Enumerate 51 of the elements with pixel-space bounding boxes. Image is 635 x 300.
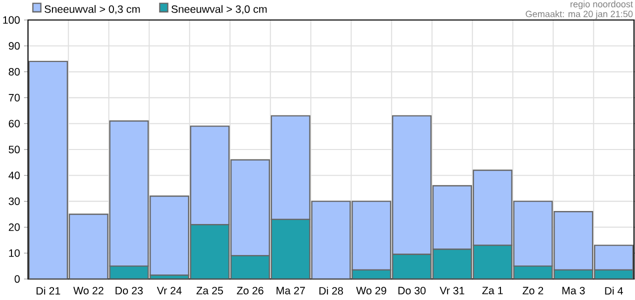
bar: [271, 219, 310, 279]
y-tick-label: 10: [9, 249, 20, 257]
legend-label: Sneeuwval > 3,0 cm: [171, 5, 267, 14]
x-tick-label: Wo 22: [73, 286, 104, 294]
y-tick-label: 20: [8, 223, 20, 231]
y-tick-label: 0: [14, 275, 20, 283]
x-tick-label: Di 4: [605, 286, 623, 295]
x-tick-label: Di 28: [319, 286, 343, 295]
bar: [392, 254, 431, 279]
x-tick-label: Ma 27: [276, 286, 305, 294]
bar: [230, 159, 270, 256]
x-tick-label: Wo 29: [356, 286, 386, 294]
y-tick-label: 70: [8, 94, 20, 102]
bar: [554, 211, 594, 271]
bar: [29, 61, 68, 279]
bar: [312, 201, 350, 279]
y-tick-label: 80: [8, 68, 20, 76]
bar: [231, 256, 270, 279]
bar: [472, 170, 512, 246]
bar: [352, 200, 392, 271]
x-tick-label: Zo 26: [236, 286, 264, 294]
bar: [270, 115, 310, 220]
bar: [513, 200, 553, 267]
bar: [433, 249, 472, 279]
x-tick-label: Vr 31: [440, 286, 464, 294]
bar: [432, 185, 472, 250]
bar: [594, 244, 634, 271]
x-tick-label: Ma 3: [562, 286, 585, 294]
bar: [69, 214, 108, 279]
x-tick-label: Vr 24: [156, 286, 182, 294]
text: Gemaakt: ma 20 jan 21:50: [526, 10, 633, 19]
y-tick-label: 100: [3, 16, 20, 24]
y-tick-label: 90: [8, 42, 20, 50]
bar: [392, 115, 432, 255]
y-tick-label: 40: [8, 172, 20, 180]
bar: [190, 224, 229, 279]
bar: [190, 126, 230, 226]
x-tick-label: Zo 2: [522, 286, 544, 294]
x-tick-label: Do 23: [116, 286, 143, 294]
bar: [150, 196, 190, 276]
x-tick-label: Do 30: [398, 286, 426, 294]
legend-label: Sneeuwval > 0,3 cm: [44, 5, 140, 14]
bar: [109, 120, 149, 267]
y-tick-label: 50: [8, 146, 20, 154]
x-tick-label: Di 21: [36, 286, 60, 295]
x-tick-label: Za 25: [196, 286, 223, 294]
y-tick-label: 60: [8, 120, 20, 128]
text: regio noordoost: [570, 0, 633, 10]
bar: [473, 245, 512, 279]
y-tick-label: 30: [8, 198, 20, 206]
x-tick-label: Za 1: [482, 286, 503, 294]
